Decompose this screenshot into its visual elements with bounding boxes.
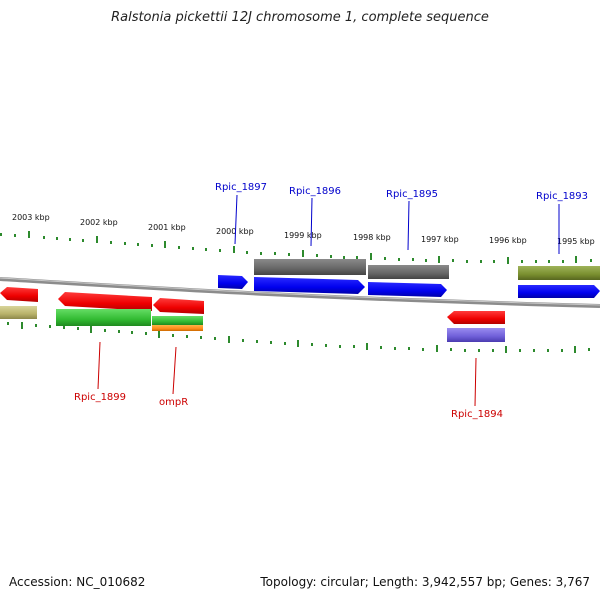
genes-reverse: [0, 287, 505, 342]
ruler-label: 2002 kbp: [80, 218, 118, 227]
gene-feature-rpic1895[interactable]: [368, 282, 447, 297]
gene-feature-rpic1899[interactable]: [56, 309, 151, 326]
map-title: Ralstonia pickettii 12J chromosome 1, co…: [111, 10, 489, 25]
leader-line-rpic1896: [310, 197, 313, 247]
ruler-bottom: [7, 322, 590, 353]
leader-line-rpic1895: [407, 200, 410, 251]
ruler-labels: 2003 kbp 2002 kbp 2001 kbp 2000 kbp 1999…: [12, 213, 595, 246]
gene-feature-khaki[interactable]: [0, 306, 37, 319]
ruler-label: 1996 kbp: [489, 236, 527, 245]
gene-feature-purple[interactable]: [447, 328, 505, 342]
gene-feature-ompr-red[interactable]: [153, 298, 204, 314]
gene-feature-olive[interactable]: [518, 266, 600, 280]
ruler-label: 1998 kbp: [353, 233, 391, 242]
ruler-label: 2000 kbp: [216, 227, 254, 236]
ruler-top: [0, 231, 592, 264]
leader-line-ompr: [172, 346, 177, 395]
gene-labels: Rpic_1897 Rpic_1896 Rpic_1895 Rpic_1893 …: [74, 182, 588, 420]
ruler-label: 2003 kbp: [12, 213, 50, 222]
topology-text: Topology: circular; Length: 3,942,557 bp…: [260, 575, 590, 589]
ruler-label: 1997 kbp: [421, 235, 459, 244]
label-leaders: [97, 194, 560, 407]
gene-feature-rpic1897[interactable]: [218, 275, 248, 289]
gene-feature-rpic1893[interactable]: [518, 285, 600, 298]
ruler-label: 2001 kbp: [148, 223, 186, 232]
gene-label-rpic1897[interactable]: Rpic_1897: [215, 182, 267, 193]
gene-label-ompr[interactable]: ompR: [159, 397, 188, 408]
leader-line-rpic1894: [474, 357, 477, 407]
accession-text: Accession: NC_010682: [9, 575, 146, 589]
chromosome-backbone-highlight: [0, 277, 600, 306]
gene-label-rpic1899[interactable]: Rpic_1899: [74, 392, 126, 403]
gene-label-rpic1896[interactable]: Rpic_1896: [289, 186, 341, 197]
leader-line-rpic1897: [234, 194, 238, 245]
chromosome-backbone: [0, 277, 600, 308]
gene-feature-gray-2[interactable]: [368, 265, 449, 279]
leader-line-rpic1899: [97, 341, 101, 390]
gene-feature-rpic1894[interactable]: [447, 311, 505, 324]
gene-label-rpic1893[interactable]: Rpic_1893: [536, 191, 588, 202]
gene-feature-rpic1896[interactable]: [254, 277, 365, 294]
ruler-label: 1999 kbp: [284, 231, 322, 240]
gene-feature-gray-1[interactable]: [254, 259, 366, 275]
gene-feature-ompr[interactable]: [152, 316, 203, 325]
gene-feature-ompr-orange[interactable]: [152, 325, 203, 331]
gene-label-rpic1895[interactable]: Rpic_1895: [386, 189, 438, 200]
gene-feature-red-left[interactable]: [0, 287, 38, 302]
gene-label-rpic1894[interactable]: Rpic_1894: [451, 409, 503, 420]
genes-forward: [218, 259, 600, 298]
ruler-label: 1995 kbp: [557, 237, 595, 246]
gene-feature-rpic1899-red[interactable]: [58, 292, 152, 311]
